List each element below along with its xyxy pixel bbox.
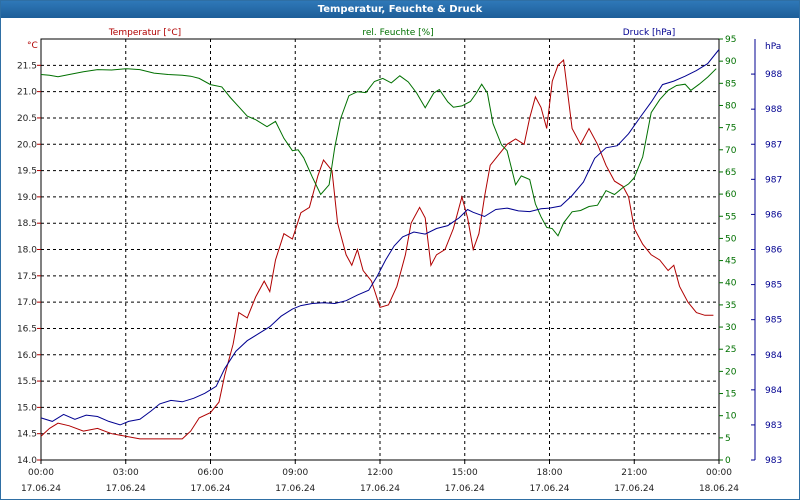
pressure-tick-label: 987 [765, 140, 782, 150]
temperature-tick-label: 14.0 [17, 456, 37, 466]
humidity-tick-label: 15 [725, 390, 736, 400]
pressure-unit-label: hPa [765, 42, 781, 52]
humidity-tick-label: 50 [725, 234, 737, 244]
gridlines [41, 39, 719, 460]
pressure-tick-label: 984 [765, 386, 782, 396]
date-tick-label: 17.06.24 [529, 484, 569, 494]
humidity-tick-label: 55 [725, 212, 736, 222]
date-tick-label: 17.06.24 [106, 484, 146, 494]
temperature-tick-label: 16.0 [17, 351, 37, 361]
time-tick-label: 12:00 [367, 468, 393, 478]
temperature-tick-label: 21.0 [17, 88, 37, 98]
time-tick-label: 09:00 [282, 468, 308, 478]
temperature-tick-label: 18.5 [17, 219, 37, 229]
time-axis: 00:00 17.06.24 03:00 17.06.24 06:00 17.06.24 0… [21, 460, 739, 494]
temperature-tick-label: 15.0 [17, 403, 37, 413]
series-line-humidity [40, 68, 717, 237]
temperature-axis: 14.0 14.5 15.0 15.5 16.0 16.5 17.0 17.5 18.0 18.5… [17, 61, 41, 466]
humidity-tick-label: 60 [725, 190, 737, 200]
pressure-tick-label: 983 [765, 456, 782, 466]
humidity-tick-label: 85 [725, 79, 736, 89]
temperature-tick-label: 17.0 [17, 298, 37, 308]
date-tick-label: 17.06.24 [360, 484, 400, 494]
humidity-tick-label: 90 [725, 57, 737, 67]
temperature-tick-label: 17.5 [17, 272, 37, 282]
temperature-unit-label: °C [27, 41, 38, 51]
date-tick-label: 17.06.24 [21, 484, 61, 494]
temperature-tick-label: 20.0 [17, 140, 37, 150]
pressure-axis: 983 983 984 984 985 985 986 986 987 987 988 988 [751, 39, 782, 466]
temperature-tick-label: 14.5 [17, 430, 37, 440]
time-tick-label: 00:00 [706, 468, 732, 478]
date-tick-label: 17.06.24 [445, 484, 485, 494]
humidity-tick-label: 40 [725, 279, 737, 289]
pressure-tick-label: 983 [765, 421, 782, 431]
time-tick-label: 00:00 [28, 468, 54, 478]
pressure-tick-label: 984 [765, 351, 782, 361]
temperature-tick-label: 21.5 [17, 61, 37, 71]
humidity-tick-label: 75 [725, 124, 736, 134]
humidity-tick-label: 35 [725, 301, 736, 311]
humidity-tick-label: 20 [725, 367, 737, 377]
date-tick-label: 17.06.24 [275, 484, 315, 494]
humidity-tick-label: 5 [725, 434, 731, 444]
time-tick-label: 03:00 [113, 468, 139, 478]
time-tick-label: 21:00 [621, 468, 647, 478]
series-line-temperature [40, 58, 714, 440]
temperature-tick-label: 15.5 [17, 377, 37, 387]
humidity-tick-label: 10 [725, 412, 737, 422]
window-title: Temperatur, Feuchte & Druck [1, 1, 799, 18]
date-tick-label: 17.06.24 [190, 484, 230, 494]
pressure-tick-label: 985 [765, 316, 782, 326]
humidity-tick-label: 70 [725, 146, 737, 156]
time-tick-label: 06:00 [198, 468, 224, 478]
time-tick-label: 18:00 [537, 468, 563, 478]
series-layer [40, 49, 720, 440]
humidity-axis-title: rel. Feuchte [%] [362, 28, 433, 38]
humidity-tick-label: 65 [725, 168, 736, 178]
humidity-tick-label: 45 [725, 257, 736, 267]
temperature-axis-title: Temperatur [°C] [108, 28, 181, 38]
series-line-pressure [40, 49, 720, 426]
temperature-tick-label: 20.5 [17, 114, 37, 124]
humidity-tick-label: 0 [725, 456, 731, 466]
temperature-tick-label: 19.5 [17, 167, 37, 177]
humidity-tick-label: 95 [725, 35, 736, 45]
pressure-tick-label: 986 [765, 210, 782, 220]
humidity-tick-label: 80 [725, 101, 737, 111]
temperature-tick-label: 18.0 [17, 246, 37, 256]
time-tick-label: 15:00 [452, 468, 478, 478]
pressure-tick-label: 986 [765, 246, 782, 256]
pressure-tick-label: 988 [765, 105, 782, 115]
temperature-tick-label: 19.0 [17, 193, 37, 203]
date-tick-label: 18.06.24 [699, 484, 739, 494]
pressure-tick-label: 987 [765, 175, 782, 185]
humidity-tick-label: 30 [725, 323, 737, 333]
pressure-tick-label: 988 [765, 70, 782, 80]
date-tick-label: 17.06.24 [614, 484, 654, 494]
pressure-tick-label: 985 [765, 281, 782, 291]
temperature-tick-label: 16.5 [17, 324, 37, 334]
humidity-axis: 0 5 10 15 20 25 30 35 40 45 50 55 60 65 70 75 80 85 90 95 [719, 35, 737, 466]
pressure-axis-title: Druck [hPa] [623, 28, 676, 38]
humidity-tick-label: 25 [725, 345, 736, 355]
